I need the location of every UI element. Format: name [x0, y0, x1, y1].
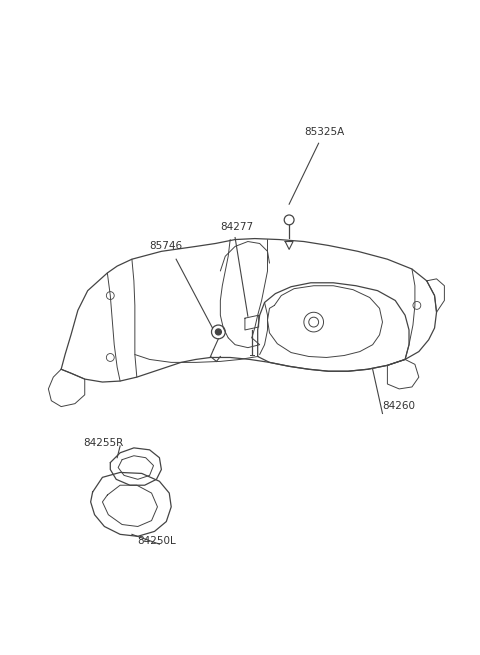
Text: 84255R: 84255R	[83, 438, 123, 448]
Circle shape	[216, 329, 221, 335]
Text: 84277: 84277	[220, 222, 253, 232]
Text: 84250L: 84250L	[137, 536, 176, 546]
Text: 85746: 85746	[150, 242, 183, 252]
Text: 85325A: 85325A	[304, 127, 344, 138]
Text: 84260: 84260	[383, 401, 416, 411]
